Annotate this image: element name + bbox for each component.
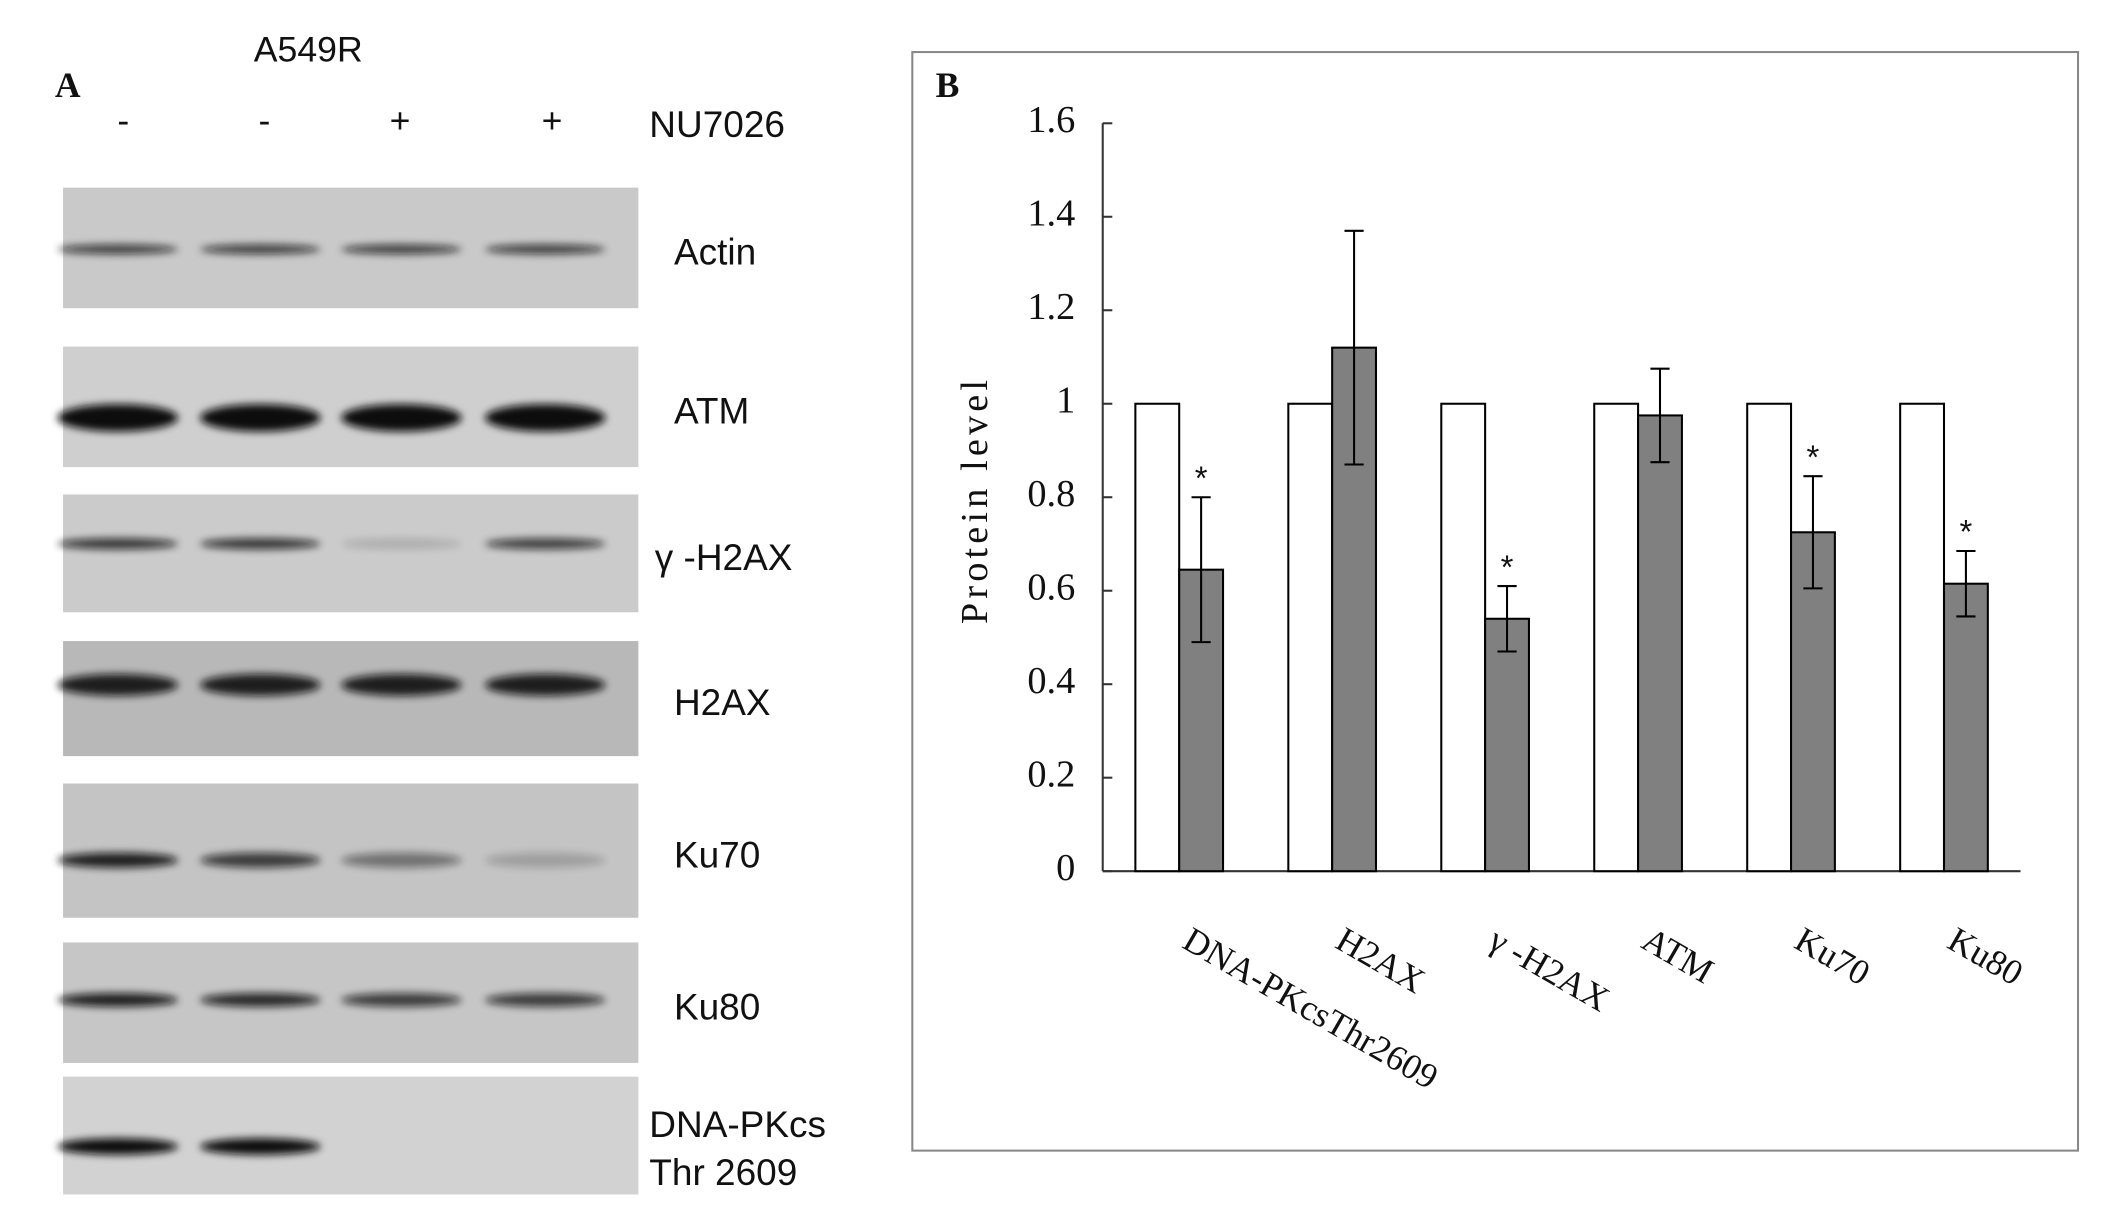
y-tick-label: 1 bbox=[1056, 380, 1075, 422]
treatment-sign: - bbox=[258, 101, 270, 141]
band bbox=[200, 673, 321, 696]
bar bbox=[1484, 617, 1530, 873]
x-tick-label: H2AX bbox=[1330, 919, 1432, 1001]
blot-label: Ku80 bbox=[674, 986, 760, 1027]
y-tick-label: 0.8 bbox=[1027, 473, 1075, 515]
panel-label: A bbox=[55, 65, 81, 105]
band bbox=[341, 538, 462, 550]
band bbox=[484, 244, 606, 255]
y-tick-label: 0 bbox=[1056, 847, 1075, 889]
band bbox=[484, 404, 606, 432]
band bbox=[200, 404, 321, 432]
bar bbox=[1593, 402, 1640, 873]
blot-label: Thr 2609 bbox=[649, 1152, 797, 1193]
bar bbox=[1746, 402, 1793, 873]
band bbox=[341, 673, 462, 696]
blot-background bbox=[63, 783, 639, 918]
band bbox=[200, 852, 321, 868]
y-tick-label: 1.4 bbox=[1027, 193, 1075, 235]
y-tick-label: 1.2 bbox=[1027, 286, 1075, 328]
band bbox=[200, 993, 321, 1007]
y-tick-label: 0.2 bbox=[1027, 753, 1075, 795]
band bbox=[341, 993, 462, 1007]
band bbox=[57, 244, 179, 255]
treatment-sign: - bbox=[117, 101, 129, 141]
bar bbox=[1942, 582, 1989, 873]
treatment-sign: + bbox=[542, 101, 563, 141]
bar bbox=[1287, 402, 1334, 873]
band bbox=[57, 1138, 179, 1155]
blot-label: Ku70 bbox=[674, 834, 760, 875]
treatment-label: NU7026 bbox=[649, 104, 785, 145]
blot-label: γ -H2AX bbox=[655, 537, 793, 578]
blot-label: ATM bbox=[674, 390, 749, 431]
band bbox=[57, 538, 179, 550]
x-tick-label: ATM bbox=[1635, 919, 1720, 991]
panel-a: A A549R NU7026 - - + + Actin ATM γ -H2AX H2AX Ku… bbox=[55, 29, 826, 1195]
blot-background bbox=[63, 641, 639, 757]
panel-frame bbox=[911, 51, 2080, 1152]
band bbox=[484, 852, 606, 868]
band bbox=[341, 404, 462, 432]
blot-label: Actin bbox=[674, 232, 756, 273]
x-tick-label: DNA-PKcsThr2609 bbox=[1177, 919, 1445, 1097]
band bbox=[200, 538, 321, 550]
panel-b: B Protein level 0 0.2 0.4 0.6 0.8 1 1.2 1.4 1.6 *… bbox=[911, 51, 2080, 1152]
band bbox=[200, 244, 321, 255]
band bbox=[484, 673, 606, 696]
band bbox=[57, 993, 179, 1007]
blot-label: H2AX bbox=[674, 682, 771, 723]
x-tick-label: Ku70 bbox=[1788, 919, 1877, 993]
y-axis-label: Protein level bbox=[954, 376, 996, 624]
blot-background bbox=[63, 1076, 639, 1195]
significance-mark: * bbox=[1960, 513, 1973, 550]
bar bbox=[1899, 402, 1946, 873]
bar bbox=[1440, 402, 1487, 873]
band bbox=[57, 673, 179, 696]
significance-mark: * bbox=[1195, 459, 1208, 496]
band bbox=[57, 852, 179, 868]
band bbox=[484, 538, 606, 550]
band bbox=[341, 244, 462, 255]
blot-background bbox=[63, 494, 639, 613]
significance-mark: * bbox=[1501, 548, 1514, 585]
band bbox=[57, 404, 179, 432]
cell-line: A549R bbox=[254, 29, 363, 69]
band bbox=[484, 993, 606, 1007]
significance-mark: * bbox=[1807, 438, 1820, 475]
y-tick-label: 0.4 bbox=[1027, 660, 1075, 702]
bar bbox=[1637, 414, 1683, 873]
bar bbox=[1178, 568, 1225, 873]
blot-label: DNA-PKcs bbox=[649, 1104, 826, 1145]
band bbox=[200, 1138, 321, 1155]
band bbox=[341, 852, 462, 868]
panel-label: B bbox=[936, 65, 960, 105]
x-tick-label: Ku80 bbox=[1941, 919, 2030, 993]
y-tick-label: 1.6 bbox=[1027, 99, 1075, 141]
y-tick-label: 0.6 bbox=[1027, 567, 1075, 609]
x-tick-label: γ -H2AX bbox=[1482, 919, 1617, 1020]
bar bbox=[1134, 402, 1181, 873]
treatment-sign: + bbox=[390, 101, 411, 141]
